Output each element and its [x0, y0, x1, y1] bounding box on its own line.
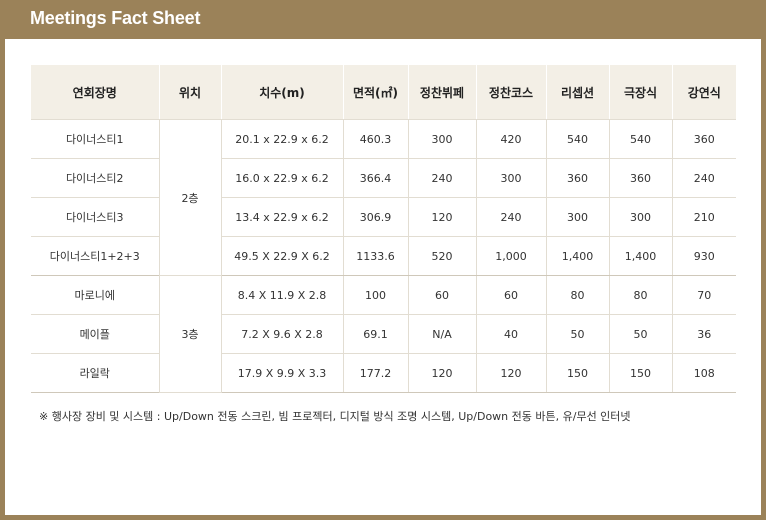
buffet-cell: 240 [408, 158, 477, 198]
lecture-cell: 210 [672, 197, 736, 237]
theater-cell: 540 [609, 119, 673, 159]
buffet-cell: 520 [408, 236, 477, 276]
reception-cell: 300 [546, 197, 610, 237]
dimensions-cell: 16.0 x 22.9 x 6.2 [221, 158, 344, 198]
table-row: 다이너스티1 2층 20.1 x 22.9 x 6.2 460.3 300 42… [31, 119, 736, 276]
theater-cell: 300 [609, 197, 673, 237]
content-panel: 연회장명 위치 치수(m) 면적(㎡) 정찬뷔페 정찬코스 리셉션 극장식 강연… [5, 39, 761, 515]
table-row: 다이너스티2 16.0 x 22.9 x 6.2 366.4 240 300 3… [31, 158, 736, 198]
column-header-dinner-buffet: 정찬뷔페 [408, 65, 477, 120]
lecture-cell: 108 [672, 353, 736, 393]
column-header-hall-name: 연회장명 [31, 65, 160, 120]
table-row: 메이플 7.2 X 9.6 X 2.8 69.1 N/A 40 50 50 36 [31, 314, 736, 354]
reception-cell: 150 [546, 353, 610, 393]
lecture-cell: 360 [672, 119, 736, 159]
buffet-cell: 60 [408, 275, 477, 315]
lecture-cell: 930 [672, 236, 736, 276]
dimensions-cell: 8.4 X 11.9 X 2.8 [221, 275, 344, 315]
reception-cell: 360 [546, 158, 610, 198]
reception-cell: 540 [546, 119, 610, 159]
course-cell: 420 [476, 119, 547, 159]
course-cell: 300 [476, 158, 547, 198]
buffet-cell: 300 [408, 119, 477, 159]
column-header-dimensions: 치수(m) [221, 65, 344, 120]
table-row: 다이너스티1+2+3 49.5 X 22.9 X 6.2 1133.6 520 … [31, 236, 736, 276]
dimensions-cell: 13.4 x 22.9 x 6.2 [221, 197, 344, 237]
hall-name-cell: 다이너스티3 [31, 197, 160, 237]
theater-cell: 360 [609, 158, 673, 198]
area-cell: 306.9 [343, 197, 409, 237]
dimensions-cell: 49.5 X 22.9 X 6.2 [221, 236, 344, 276]
area-cell: 100 [343, 275, 409, 315]
hall-name-cell: 메이플 [31, 314, 160, 354]
theater-cell: 150 [609, 353, 673, 393]
table-row: 라일락 17.9 X 9.9 X 3.3 177.2 120 120 150 1… [31, 353, 736, 393]
buffet-cell: 120 [408, 197, 477, 237]
table-header-row: 연회장명 위치 치수(m) 면적(㎡) 정찬뷔페 정찬코스 리셉션 극장식 강연… [31, 65, 736, 120]
area-cell: 366.4 [343, 158, 409, 198]
course-cell: 240 [476, 197, 547, 237]
column-header-lecture: 강연식 [672, 65, 736, 120]
column-header-area: 면적(㎡) [343, 65, 409, 120]
lecture-cell: 240 [672, 158, 736, 198]
buffet-cell: 120 [408, 353, 477, 393]
course-cell: 40 [476, 314, 547, 354]
area-cell: 69.1 [343, 314, 409, 354]
reception-cell: 80 [546, 275, 610, 315]
hall-name-cell: 마로니에 [31, 275, 160, 315]
table-row: 마로니에 3층 8.4 X 11.9 X 2.8 100 60 60 80 80… [31, 275, 736, 393]
hall-name-cell: 다이너스티1+2+3 [31, 236, 160, 276]
course-cell: 120 [476, 353, 547, 393]
column-header-floor: 위치 [159, 65, 222, 120]
lecture-cell: 70 [672, 275, 736, 315]
hall-name-cell: 다이너스티1 [31, 119, 160, 159]
theater-cell: 1,400 [609, 236, 673, 276]
theater-cell: 50 [609, 314, 673, 354]
hall-name-cell: 라일락 [31, 353, 160, 393]
buffet-cell: N/A [408, 314, 477, 354]
lecture-cell: 36 [672, 314, 736, 354]
floor-cell: 3층 [159, 275, 222, 393]
meetings-table: 연회장명 위치 치수(m) 면적(㎡) 정찬뷔페 정찬코스 리셉션 극장식 강연… [31, 65, 736, 393]
column-header-reception: 리셉션 [546, 65, 610, 120]
equipment-note: ※ 행사장 장비 및 시스템 : Up/Down 전동 스크린, 빔 프로젝터,… [39, 410, 631, 423]
column-header-theater: 극장식 [609, 65, 673, 120]
theater-cell: 80 [609, 275, 673, 315]
area-cell: 460.3 [343, 119, 409, 159]
dimensions-cell: 7.2 X 9.6 X 2.8 [221, 314, 344, 354]
reception-cell: 50 [546, 314, 610, 354]
hall-name-cell: 다이너스티2 [31, 158, 160, 198]
course-cell: 60 [476, 275, 547, 315]
page-title: Meetings Fact Sheet [30, 8, 201, 28]
table-row: 다이너스티3 13.4 x 22.9 x 6.2 306.9 120 240 3… [31, 197, 736, 237]
dimensions-cell: 17.9 X 9.9 X 3.3 [221, 353, 344, 393]
floor-cell: 2층 [159, 119, 222, 276]
reception-cell: 1,400 [546, 236, 610, 276]
area-cell: 177.2 [343, 353, 409, 393]
area-cell: 1133.6 [343, 236, 409, 276]
dimensions-cell: 20.1 x 22.9 x 6.2 [221, 119, 344, 159]
course-cell: 1,000 [476, 236, 547, 276]
column-header-dinner-course: 정찬코스 [476, 65, 547, 120]
